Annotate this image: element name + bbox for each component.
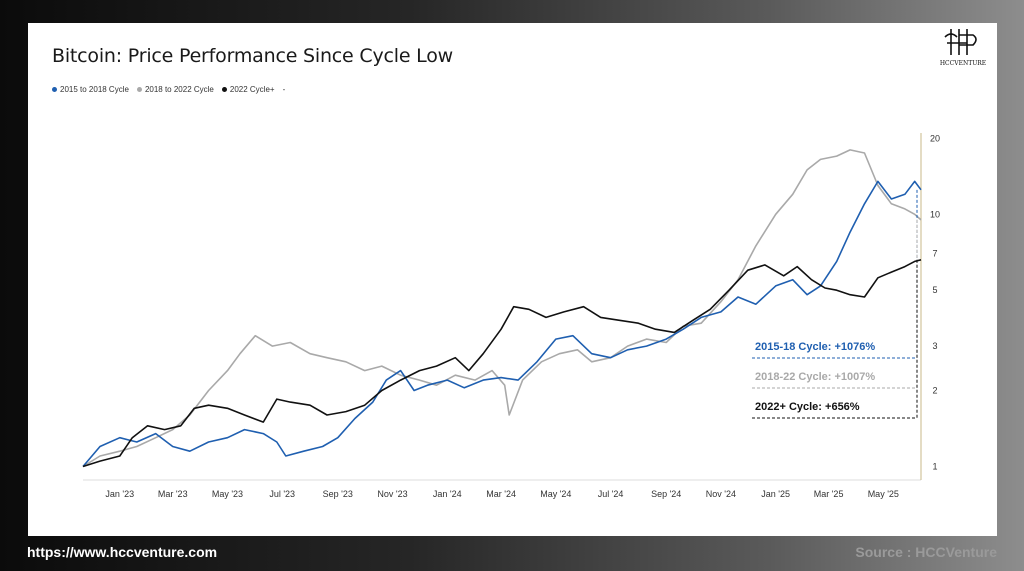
y-tick-label: 3 <box>932 341 937 351</box>
legend-item-extra: - <box>283 85 286 94</box>
x-tick-label: Sep '23 <box>323 489 353 499</box>
footer-source: Source : HCCVenture <box>855 544 997 560</box>
x-tick-label: Jan '24 <box>433 489 462 499</box>
series-line-2022 <box>82 259 922 468</box>
y-tick-label: 5 <box>932 285 937 295</box>
legend-dot-2018 <box>136 87 142 92</box>
y-tick-label: 7 <box>932 248 937 258</box>
x-tick-label: Nov '24 <box>706 489 736 499</box>
chart-legend: 2015 to 2018 Cycle 2018 to 2022 Cycle 20… <box>52 85 285 94</box>
y-tick-label: 10 <box>930 209 940 219</box>
legend-label-2022: 2022 Cycle+ <box>229 85 275 94</box>
series-line-2018 <box>82 149 922 468</box>
x-tick-label: Jul '24 <box>598 489 624 499</box>
series-line-2015 <box>82 180 922 468</box>
x-tick-label: Nov '23 <box>377 489 407 499</box>
x-tick-label: May '25 <box>868 489 899 499</box>
x-tick-label: Mar '23 <box>158 489 188 499</box>
x-tick-label: Jan '23 <box>105 489 134 499</box>
x-tick-label: Mar '25 <box>814 489 844 499</box>
y-tick-label: 2 <box>932 386 937 396</box>
legend-label-2015: 2015 to 2018 Cycle <box>60 85 129 94</box>
x-tick-label: Jan '25 <box>761 489 790 499</box>
x-tick-label: May '24 <box>540 489 571 499</box>
annotation-label: 2022+ Cycle: +656% <box>755 401 860 413</box>
chart-title: Bitcoin: Price Performance Since Cycle L… <box>52 45 453 67</box>
x-tick-label: Mar '24 <box>486 489 516 499</box>
legend-item-2015: 2015 to 2018 Cycle <box>52 85 129 94</box>
y-tick-label: 20 <box>930 133 940 143</box>
x-tick-label: Sep '24 <box>651 489 681 499</box>
legend-label-2018: 2018 to 2022 Cycle <box>144 85 214 94</box>
footer-url[interactable]: https://www.hccventure.com <box>27 544 218 560</box>
legend-dot-2022 <box>221 87 227 92</box>
legend-item-2018: 2018 to 2022 Cycle <box>136 85 214 94</box>
x-tick-label: Jul '23 <box>269 489 295 499</box>
legend-item-2022: 2022 Cycle+ <box>221 85 275 94</box>
annotation-label: 2018-22 Cycle: +1007% <box>755 371 875 383</box>
chart-card: Bitcoin: Price Performance Since Cycle L… <box>28 23 997 536</box>
hccventure-logo: HCCVENTURE <box>940 29 986 67</box>
legend-dot-2015 <box>52 87 57 92</box>
annotation-label: 2015-18 Cycle: +1076% <box>755 341 875 353</box>
logo-text: HCCVENTURE <box>940 60 986 67</box>
chart-plot: Jan '23 Mar '23 May '23 Jul '23 Sep '23 Nov '… <box>82 133 940 499</box>
x-tick-label: May '23 <box>212 489 243 499</box>
y-tick-label: 1 <box>932 461 937 471</box>
legend-label-extra: - <box>282 85 286 94</box>
